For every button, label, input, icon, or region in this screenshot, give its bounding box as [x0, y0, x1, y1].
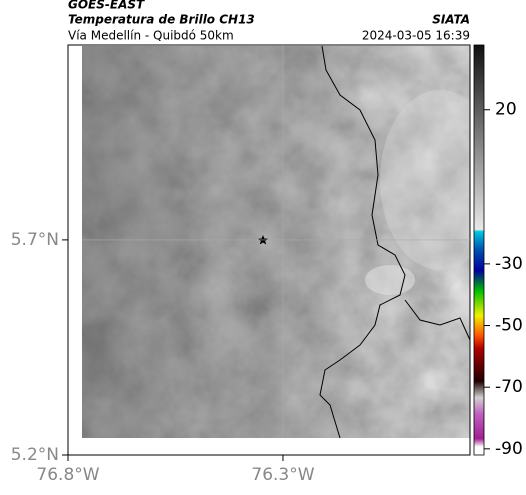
satellite-image	[82, 46, 470, 438]
title: GOES-EAST	[68, 0, 145, 12]
colorbar-tick-label: -30	[495, 254, 523, 274]
colorbar	[473, 44, 485, 456]
route: Vía Medellín - Quibdó 50km	[68, 29, 234, 43]
x-tick-label: 76.8°W	[36, 465, 99, 485]
colorbar-tick-label: -50	[495, 316, 523, 336]
colorbar-tick-label: 20	[495, 100, 517, 120]
borders	[319, 45, 471, 439]
subtitle: Temperatura de Brillo CH13	[68, 13, 255, 27]
map-frame	[67, 44, 471, 456]
timestamp: 2024-03-05 16:39	[362, 29, 470, 43]
y-tick-label: 5.2°N	[11, 445, 59, 465]
x-tick-label: 76.3°W	[251, 465, 314, 485]
colorbar-tick-label: -70	[495, 377, 523, 397]
colorbar-tick-label: -90	[495, 439, 523, 459]
source: SIATA	[432, 13, 470, 27]
y-tick-label: 5.7°N	[11, 230, 59, 250]
